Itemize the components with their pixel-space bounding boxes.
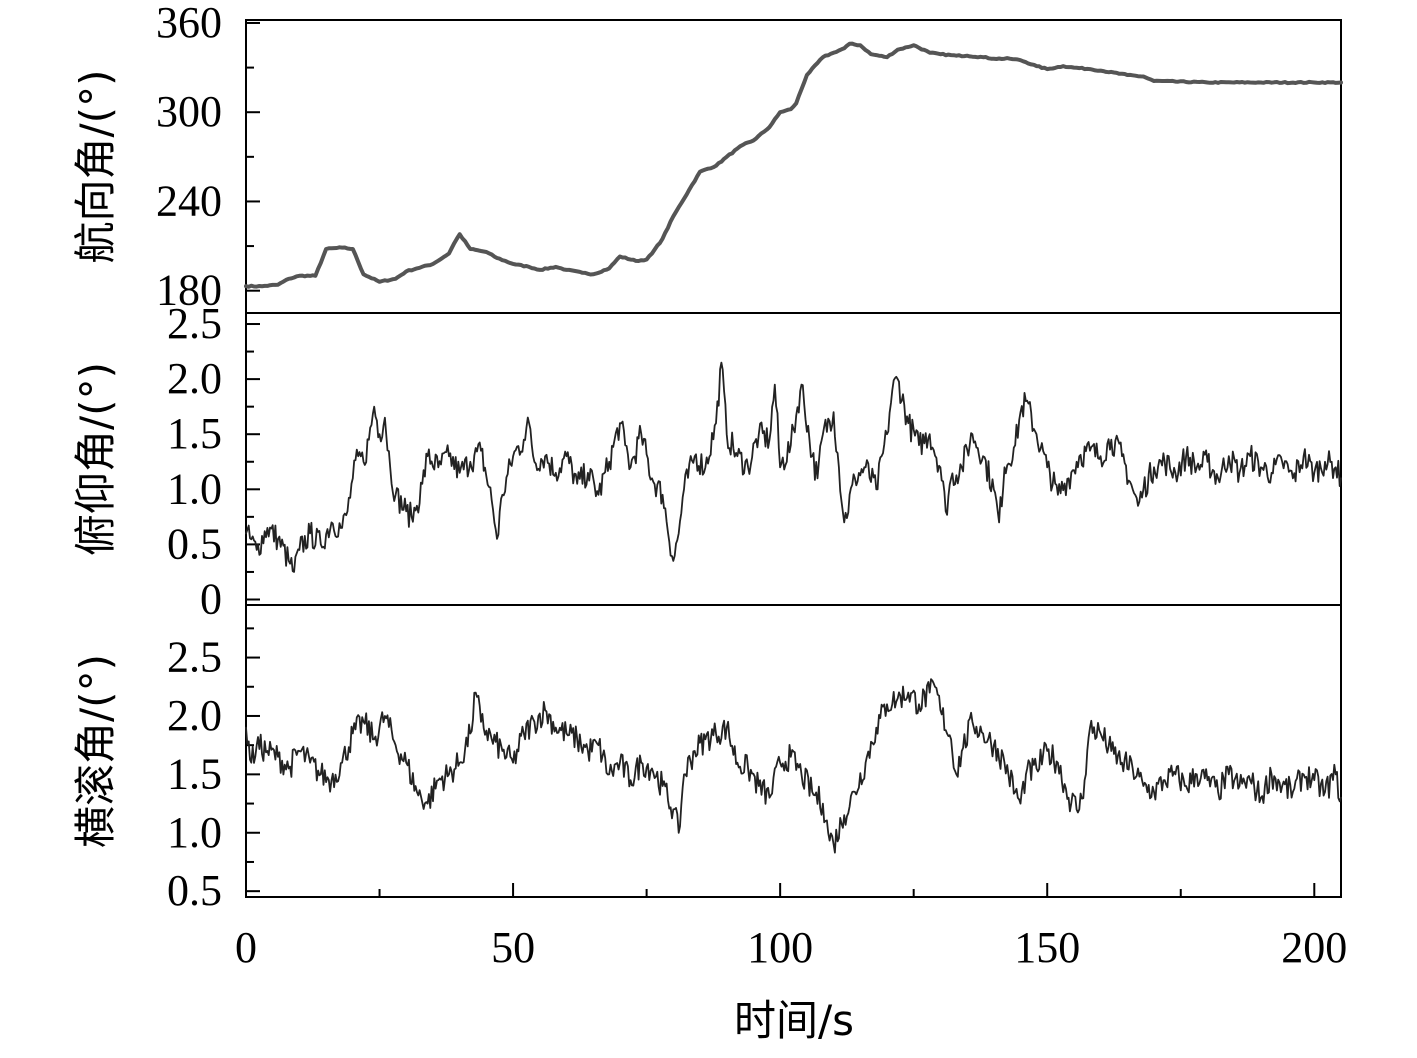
panel-pitch: 0 0.5 1.0 1.5 2.0 2.5 俯仰角/(°) [71,299,1342,623]
y-tick-label: 0 [200,574,222,623]
panel-roll: 0.5 1.0 1.5 2.0 2.5 横滚角/(°) [71,604,1342,915]
x-tick-label: 100 [747,923,813,972]
y-tick-label: 0.5 [167,519,222,568]
series-line-pitch [245,361,1342,573]
x-tick-label: 200 [1281,923,1347,972]
x-tick-label: 0 [235,923,257,972]
y-axis-title-roll: 横滚角/(°) [71,654,120,848]
x-tick-label: 50 [491,923,535,972]
y-tick-label: 240 [156,176,222,225]
y-tick-label: 1.5 [167,409,222,458]
x-tick-label: 150 [1014,923,1080,972]
y-tick-label: 1.0 [167,464,222,513]
x-axis-title: 时间/s [734,996,854,1045]
y-tick-label: 0.5 [167,866,222,915]
y-tick-label: 2.0 [167,691,222,740]
chart-panels: 180 240 300 360 航向角/(°) 0 0.5 1.0 1.5 2.0 2.5 俯仰角/(… [71,0,1343,915]
panel-frame [245,604,1342,898]
y-axis-title-heading: 航向角/(°) [71,70,120,264]
y-tick-label: 360 [156,0,222,47]
y-tick-label: 1.5 [167,749,222,798]
x-axis: 0 50 100 150 200 [235,883,1347,972]
panel-frame [245,312,1342,606]
y-tick-label: 2.5 [167,633,222,682]
y-tick-label: 300 [156,87,222,136]
series-line-heading [244,41,1343,289]
y-tick-label: 180 [156,266,222,315]
y-tick-label: 2.5 [167,299,222,348]
panel-heading: 180 240 300 360 航向角/(°) [71,0,1343,315]
series-line-roll [245,678,1342,854]
y-tick-label: 1.0 [167,808,222,857]
y-axis-title-pitch: 俯仰角/(°) [71,362,120,556]
y-tick-label: 2.0 [167,354,222,403]
